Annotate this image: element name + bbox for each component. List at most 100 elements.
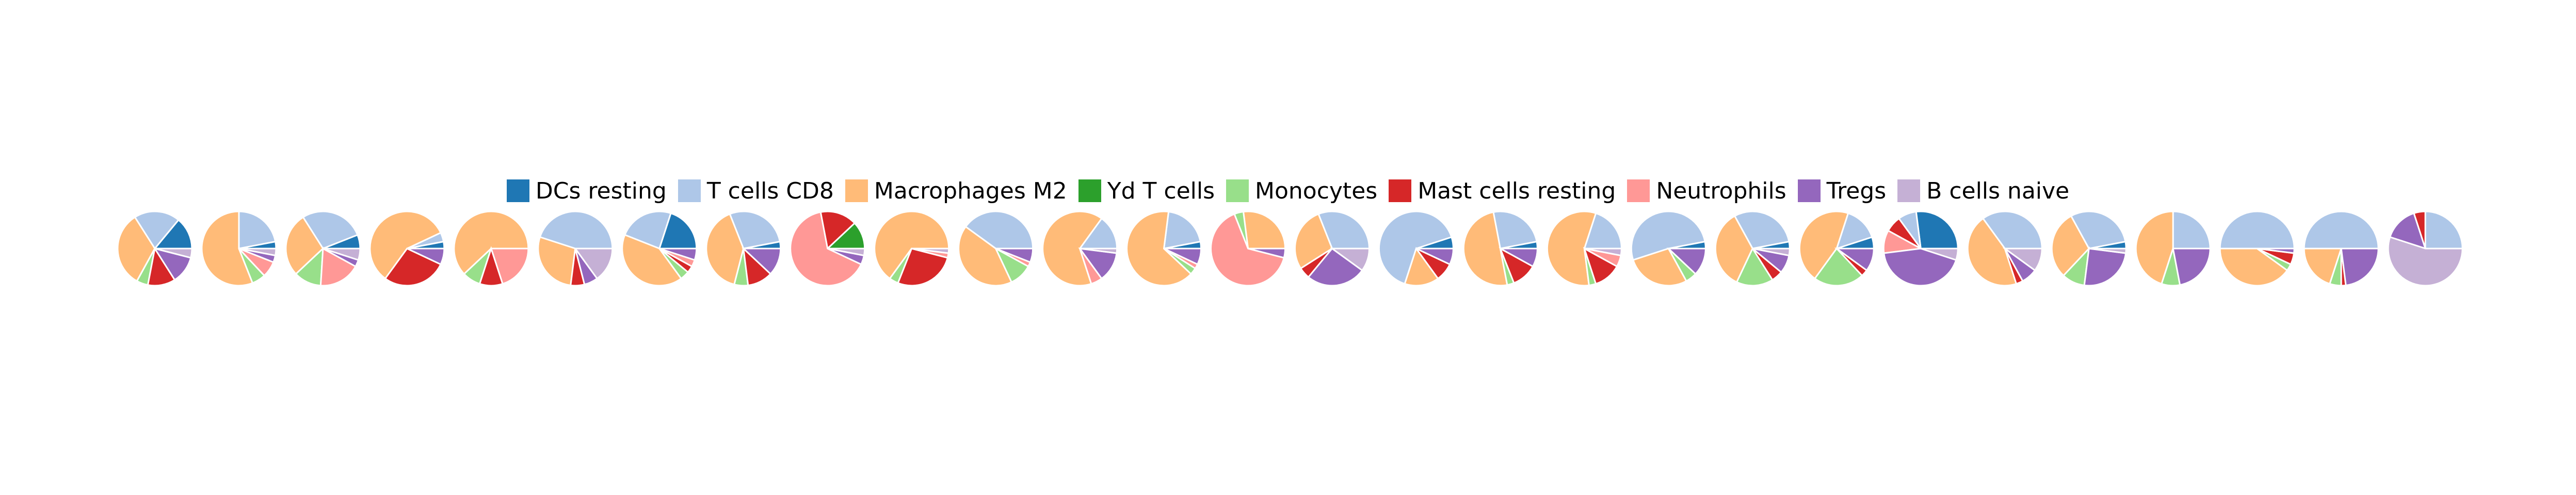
pie-slice: [819, 210, 856, 250]
legend-label: T cells CD8: [706, 177, 834, 204]
pie: [2303, 210, 2379, 287]
pie-slice: [995, 248, 1034, 263]
pie-slice: [1078, 217, 1118, 250]
pie-slice: [2257, 248, 2295, 254]
pie: [537, 210, 614, 287]
pie: [1210, 210, 1286, 287]
pie-slice: [369, 210, 442, 280]
pie-slice: [1415, 248, 1454, 266]
pie: [1714, 210, 1791, 287]
pie-slice: [1500, 248, 1538, 268]
pie-slice: [897, 248, 949, 287]
pie-slice: [705, 213, 745, 286]
pie-slice: [790, 211, 862, 287]
pie-slice: [490, 248, 529, 285]
pie: [2387, 210, 2464, 287]
legend-label: B cells naive: [1926, 177, 2070, 204]
pie-slice: [2051, 214, 2090, 277]
pie-slice: [1798, 210, 1849, 280]
pie-slice: [302, 210, 359, 250]
pie-slice: [2219, 210, 2295, 250]
pie: [201, 210, 277, 287]
legend-item: DCs resting: [506, 178, 667, 204]
pie: [2051, 210, 2127, 287]
legend-label: Monocytes: [1255, 177, 1378, 204]
legend-swatch: [1389, 179, 1412, 202]
pie: [621, 210, 698, 287]
pie-slice: [2219, 248, 2289, 287]
legend-label: Tregs: [1826, 177, 1887, 204]
pie-slice: [1813, 247, 1863, 287]
pie-slice: [1210, 213, 1285, 287]
pie-slice: [1492, 210, 1538, 250]
legend-item: Macrophages M2: [845, 178, 1067, 204]
pie: [1967, 210, 2043, 287]
pie-slice: [1834, 248, 1875, 272]
legend-item: Mast cells resting: [1389, 178, 1616, 204]
pie-slice: [2387, 236, 2464, 287]
pie: [874, 210, 950, 287]
legend-item: Neutrophils: [1627, 178, 1786, 204]
pie-slice: [1378, 210, 1453, 285]
pie-slice: [1242, 210, 1286, 250]
pie-slice: [573, 248, 614, 280]
pie-slice: [1666, 248, 1706, 275]
pie-slice: [154, 248, 193, 259]
pie-slice: [1967, 217, 2018, 287]
pie-slice: [2083, 248, 2127, 287]
pie-slice: [238, 210, 277, 250]
legend-swatch: [1897, 179, 1921, 202]
legend-label: Neutrophils: [1656, 177, 1786, 204]
legend-swatch: [1627, 179, 1650, 202]
pie-slice: [1307, 247, 1363, 287]
pie-slice: [1248, 248, 1286, 259]
pie-slice: [1630, 210, 1706, 261]
pie: [117, 210, 193, 287]
pie-slice: [1915, 210, 1959, 250]
pie: [1042, 210, 1118, 287]
pie-slice: [2088, 248, 2127, 254]
pie: [1798, 210, 1875, 287]
pie: [369, 210, 445, 287]
pie-slice: [1294, 213, 1333, 270]
pie-slice: [2172, 248, 2211, 286]
pie-slice: [238, 248, 277, 257]
pie-slice: [729, 210, 781, 250]
pie: [1126, 210, 1202, 287]
pie-slice: [1920, 248, 1959, 261]
pie: [958, 210, 1034, 287]
pie-slice: [285, 216, 324, 275]
pie-slice: [201, 210, 254, 287]
pie-slice: [2172, 210, 2211, 250]
pie-slice: [2135, 210, 2174, 285]
pie-slice: [537, 236, 576, 287]
pie-slice: [1317, 210, 1370, 250]
pie-slice: [1584, 248, 1622, 257]
pie-slice: [827, 248, 866, 257]
pie: [2135, 210, 2211, 287]
legend-label: Macrophages M2: [874, 177, 1067, 204]
pie-slice: [1163, 248, 1202, 266]
pie: [790, 210, 866, 287]
pie: [453, 210, 529, 287]
pie-slice: [958, 225, 1013, 287]
pie: [1378, 210, 1454, 287]
legend-label: Yd T cells: [1107, 177, 1215, 204]
pie-slice: [2424, 210, 2464, 250]
legend-swatch: [845, 179, 868, 202]
legend-item: Tregs: [1797, 177, 1887, 204]
legend-swatch: [506, 179, 529, 202]
legend-item: T cells CD8: [678, 178, 834, 204]
pie-slice: [1126, 210, 1193, 287]
pie-slice: [2303, 210, 2379, 250]
pie: [285, 210, 361, 287]
pie-slice: [2340, 248, 2379, 287]
pie-slice: [1883, 248, 1957, 287]
pie-slice: [659, 248, 698, 261]
pie-slice: [1080, 248, 1118, 254]
pie: [705, 210, 782, 287]
legend-item: Monocytes: [1226, 178, 1377, 204]
legend: DCs resting T cells CD8 Macrophages M2 Yd T…: [0, 173, 2576, 209]
